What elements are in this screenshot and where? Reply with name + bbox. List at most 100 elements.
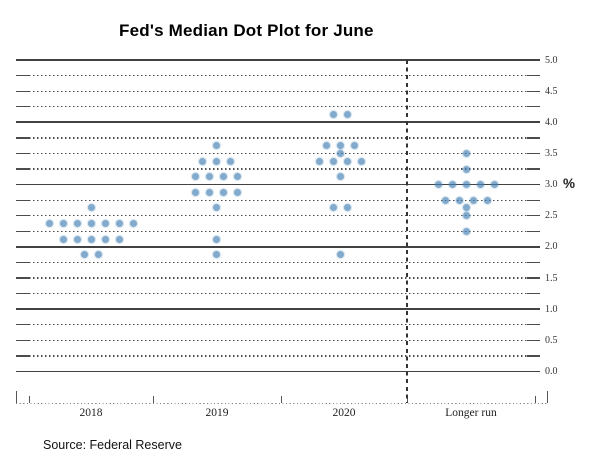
x-axis-tick [153, 395, 155, 403]
x-category-label: 2019 [205, 407, 229, 419]
x-axis-tick [547, 391, 549, 403]
projection-dot [198, 157, 206, 165]
projection-dot [435, 181, 442, 189]
projection-dot [87, 204, 95, 212]
gridline-left-tick [16, 106, 29, 108]
projection-dot [456, 196, 463, 204]
chart-title: Fed's Median Dot Plot for June [119, 21, 374, 40]
projection-dot [191, 188, 199, 196]
projection-dot [337, 149, 344, 157]
projection-dot [59, 235, 67, 243]
projection-dot [45, 220, 53, 228]
projection-dot [491, 181, 498, 189]
gridline-left-tick [16, 199, 29, 201]
projection-dot [80, 251, 88, 259]
gridline-right-tick [527, 324, 540, 326]
gridline-right-tick [527, 215, 540, 217]
gridline-right-tick [527, 152, 540, 155]
projection-dot [449, 181, 456, 189]
gridline-solid [16, 308, 540, 311]
projection-dot [337, 251, 344, 259]
projection-dot [330, 157, 337, 165]
projection-dot [323, 142, 330, 150]
projection-dot [212, 251, 220, 259]
gridline-right-tick [527, 230, 540, 232]
gridline-left-tick [16, 292, 29, 295]
gridline-right-tick [527, 277, 540, 279]
y-tick-label: 2.5 [545, 210, 558, 222]
gridline-dotted [29, 137, 527, 139]
projection-dot [477, 181, 484, 189]
projection-dot [330, 204, 337, 212]
gridline-left-tick [16, 215, 29, 217]
gridline-right-tick [527, 355, 540, 357]
y-axis-unit-label: % [563, 176, 576, 191]
gridline-left-tick [16, 137, 29, 139]
gridline-right-tick [527, 199, 540, 201]
projection-dot [344, 204, 351, 212]
gridline-right-tick [527, 339, 540, 341]
projection-dot [205, 188, 213, 196]
gridline-dotted [29, 339, 527, 341]
x-axis-tick [535, 395, 537, 403]
projection-dot [129, 220, 137, 228]
projection-dot [463, 181, 470, 189]
gridline-right-tick [527, 106, 540, 108]
y-tick-label: 3.0 [545, 179, 558, 191]
y-tick-label: 5.0 [545, 54, 558, 66]
gridline-dotted [29, 292, 527, 295]
projection-dot [226, 157, 234, 165]
projection-dot [316, 157, 323, 165]
projection-dot [233, 173, 241, 181]
x-category-label: 2018 [79, 407, 103, 419]
projection-dot [470, 196, 477, 204]
x-category-label: 2020 [332, 407, 356, 419]
y-tick-label: 1.5 [545, 272, 558, 284]
projection-dot [73, 220, 81, 228]
projection-dot [219, 188, 227, 196]
projection-dot [463, 149, 470, 157]
source-note: Source: Federal Reserve [43, 438, 182, 452]
projection-dot [73, 235, 81, 243]
y-tick-label: 0.5 [545, 334, 558, 346]
gridline-dotted [29, 106, 527, 108]
projection-dot [101, 235, 109, 243]
gridline-left-tick [16, 261, 29, 264]
projection-dot [115, 220, 123, 228]
projection-dot [463, 212, 470, 220]
gridline-right-tick [527, 292, 540, 295]
gridline-dotted [29, 261, 527, 264]
projection-dot [115, 235, 123, 243]
projection-dot [212, 142, 220, 150]
gridline-left-tick [16, 277, 29, 279]
gridline-dotted [29, 90, 527, 92]
gridline-solid [16, 59, 540, 61]
projection-dot [484, 196, 491, 204]
gridline-solid [16, 183, 540, 186]
gridline-dotted [29, 168, 527, 170]
projection-dot [344, 157, 351, 165]
projection-dot [101, 220, 109, 228]
x-axis-tick [29, 395, 31, 403]
gridline-dotted [29, 152, 527, 155]
gridline-right-tick [527, 74, 540, 77]
projection-dot [87, 220, 95, 228]
y-tick-label: 1.0 [545, 303, 558, 315]
gridline-left-tick [16, 355, 29, 357]
gridline-left-tick [16, 168, 29, 170]
x-category-label: Longer run [445, 407, 497, 419]
gridline-left-tick [16, 324, 29, 326]
gridline-right-tick [527, 90, 540, 92]
gridline-left-tick [16, 90, 29, 92]
gridline-right-tick [527, 261, 540, 264]
gridline-dotted [29, 324, 527, 326]
longer-run-separator-line [406, 60, 408, 403]
projection-dot [87, 235, 95, 243]
projection-dot [442, 196, 449, 204]
y-tick-label: 4.0 [545, 116, 558, 128]
gridline-right-tick [527, 137, 540, 139]
y-tick-label: 3.5 [545, 147, 558, 159]
gridline-dotted [29, 199, 527, 201]
projection-dot [59, 220, 67, 228]
